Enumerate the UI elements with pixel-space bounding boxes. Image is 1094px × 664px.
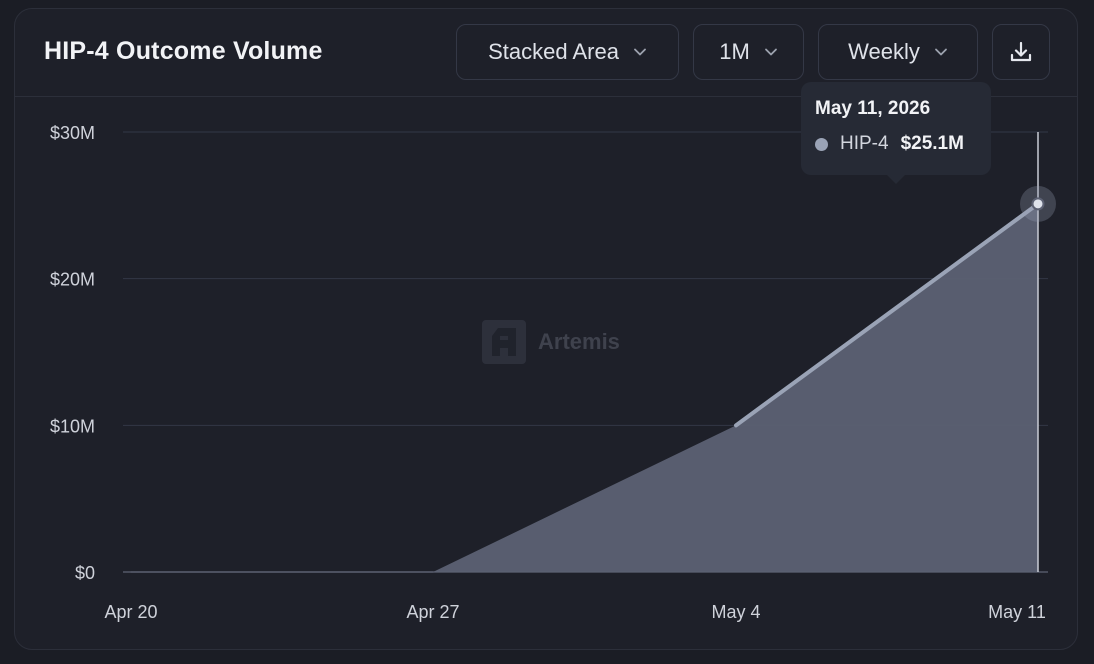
time-range-label: 1M (719, 39, 750, 64)
download-button[interactable] (992, 24, 1050, 80)
x-tick-label: Apr 27 (406, 602, 459, 622)
chevron-down-icon (934, 48, 947, 56)
time-range-dropdown[interactable]: 1M (693, 24, 804, 80)
tooltip-row: HIP-4 $25.1M (815, 133, 977, 155)
y-tick-label: $10M (50, 416, 95, 436)
x-tick-label: May 11 (988, 602, 1046, 622)
data-point-highlight (1031, 197, 1045, 211)
watermark-text: Artemis (538, 329, 620, 354)
frequency-label: Weekly (848, 39, 920, 64)
series-color-dot (815, 137, 828, 151)
frequency-dropdown[interactable]: Weekly (818, 24, 978, 80)
chart-type-dropdown[interactable]: Stacked Area (456, 24, 679, 80)
chevron-down-icon (764, 48, 777, 56)
series-area-hip-4 (131, 203, 1038, 572)
artemis-logo-icon (482, 320, 526, 364)
x-tick-label: Apr 20 (104, 602, 157, 622)
download-icon (1010, 41, 1032, 62)
series-line-segment (734, 201, 1040, 428)
tooltip-date: May 11, 2026 (815, 98, 931, 119)
chart-header: HIP-4 Outcome Volume Stacked Area 1M Wee… (15, 9, 1077, 97)
x-tick-label: May 4 (711, 602, 760, 622)
y-tick-label: $20M (50, 270, 95, 290)
artemis-watermark: Artemis (482, 320, 620, 364)
chart-type-label: Stacked Area (488, 39, 619, 64)
chevron-down-icon (634, 48, 646, 56)
chart-title: HIP-4 Outcome Volume (44, 37, 323, 65)
chart-tooltip: May 11, 2026 HIP-4 $25.1M (801, 82, 991, 184)
tooltip-series-value: $25.1M (900, 133, 964, 154)
y-tick-label: $0 (75, 563, 95, 583)
tooltip-series-name: HIP-4 (840, 133, 889, 154)
y-tick-label: $30M (50, 123, 95, 143)
